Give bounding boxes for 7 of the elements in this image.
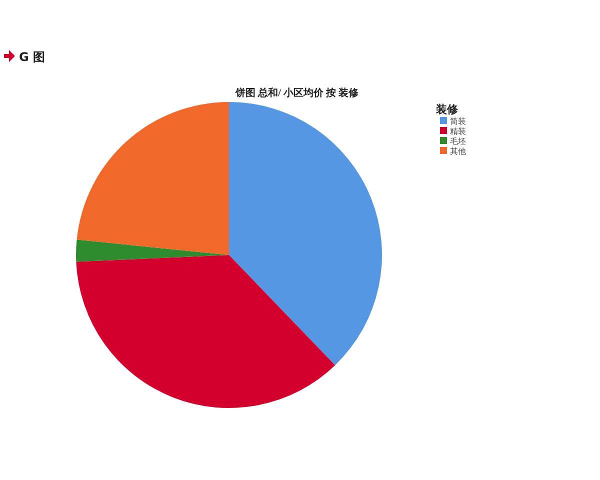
legend-title: 装修 xyxy=(435,103,459,116)
legend-label: 简装 xyxy=(450,117,466,126)
legend-label: 其他 xyxy=(450,147,466,156)
legend-label: 精装 xyxy=(450,127,466,136)
legend-label: 毛坯 xyxy=(450,137,466,146)
text: G 图 xyxy=(19,50,46,64)
chart-title: 饼图 总和/ 小区均价 按 装修 xyxy=(234,87,360,99)
